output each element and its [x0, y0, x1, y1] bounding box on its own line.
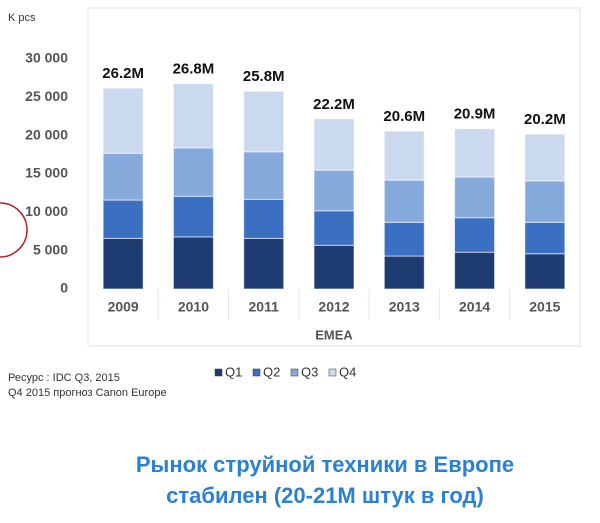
bar-segment [172, 147, 214, 197]
bar-segment [454, 217, 496, 253]
bar-segment [313, 118, 355, 171]
x-tick-label: 2015 [529, 299, 560, 315]
bar-segment [243, 90, 285, 153]
bar-segment [313, 210, 355, 246]
y-tick-label: 0 [60, 280, 68, 296]
bar-segment [102, 237, 144, 290]
legend-label: Q2 [263, 364, 280, 379]
y-tick-label: 10 000 [25, 203, 68, 219]
circle-decoration [0, 202, 28, 258]
y-tick-label: 25 000 [25, 88, 68, 104]
bar-segment [383, 179, 425, 223]
total-label: 20.6M [383, 108, 425, 125]
headline: стабилен (20-21M штук в год) [166, 483, 484, 508]
source-line: Ресурс : IDC Q3, 2015 [8, 372, 120, 384]
bar-segment [383, 221, 425, 257]
legend-label: Q4 [339, 364, 356, 379]
legend-swatch [252, 368, 261, 377]
x-axis-label: EMEA [315, 327, 353, 342]
x-tick-label: 2013 [389, 299, 420, 315]
bar-segment [524, 133, 566, 182]
total-label: 26.2M [102, 65, 144, 82]
total-label: 22.2M [313, 96, 355, 113]
bar-segment [383, 130, 425, 181]
bar-segment [454, 128, 496, 178]
plot-panel [87, 7, 581, 347]
bar-segment [454, 176, 496, 219]
bar-segment [524, 180, 566, 223]
y-tick-label: 20 000 [25, 126, 68, 142]
x-tick-label: 2012 [318, 299, 349, 315]
bar-segment [524, 221, 566, 255]
bar-segment [172, 236, 214, 290]
bar-segment [102, 199, 144, 239]
legend-label: Q1 [225, 364, 242, 379]
headline: Рынок струйной техники в Европе [136, 452, 514, 477]
bar-segment [243, 237, 285, 290]
bar-segment [102, 87, 144, 154]
x-tick-label: 2014 [459, 299, 490, 315]
x-tick-label: 2010 [178, 299, 209, 315]
y-axis-label: K pcs [8, 12, 36, 24]
x-tick-label: 2011 [249, 299, 280, 315]
bar-segment [172, 195, 214, 238]
x-tick-label: 2009 [108, 299, 139, 315]
legend-swatch [328, 368, 337, 377]
y-tick-label: 30 000 [25, 50, 68, 66]
bar-segment [454, 251, 496, 290]
source-line: Q4 2015 прогноз Canon Europe [8, 387, 167, 399]
bar-segment [313, 169, 355, 212]
legend-swatch [290, 368, 299, 377]
total-label: 20.9M [454, 106, 496, 123]
bar-segment [524, 253, 566, 290]
bar-segment [243, 151, 285, 200]
bar-segment [313, 244, 355, 290]
y-tick-label: 5 000 [33, 241, 68, 257]
bar-segment [102, 152, 144, 201]
total-label: 20.2M [524, 111, 566, 128]
legend-label: Q3 [301, 364, 318, 379]
legend-swatch [214, 368, 223, 377]
total-label: 26.8M [173, 61, 215, 78]
bar-segment [383, 255, 425, 290]
total-label: 25.8M [243, 68, 285, 85]
bar-segment [243, 198, 285, 239]
y-tick-label: 15 000 [25, 165, 68, 181]
bar-segment [172, 83, 214, 149]
